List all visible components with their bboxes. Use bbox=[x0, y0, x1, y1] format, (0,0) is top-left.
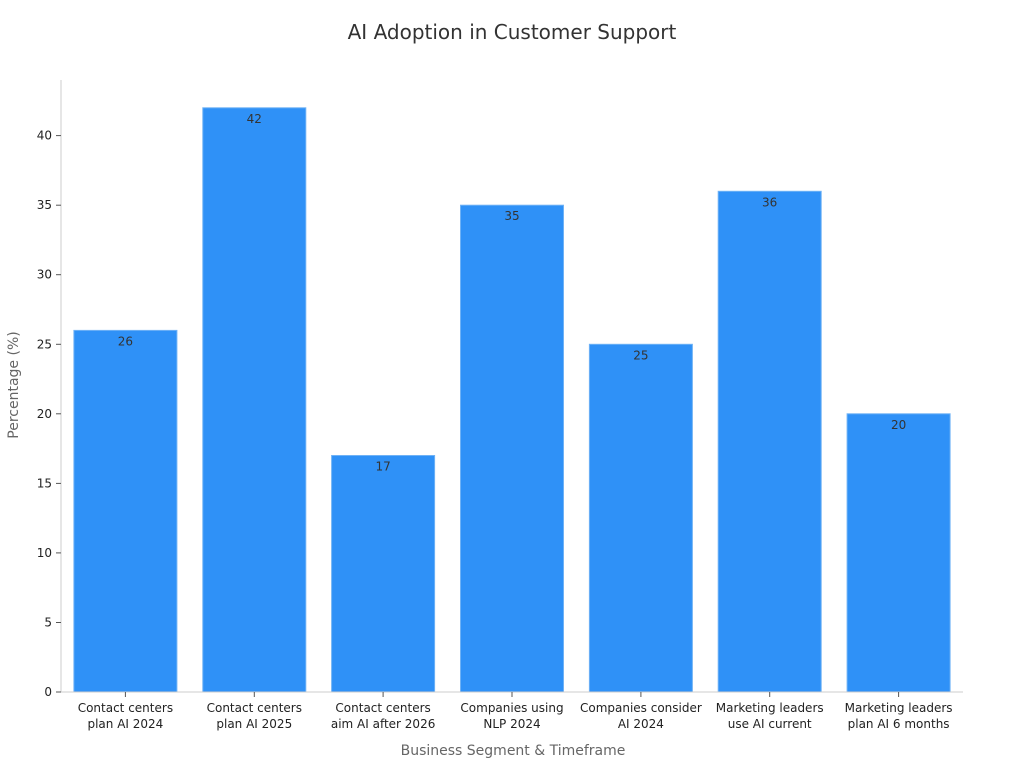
bar-value-label-1: 26 bbox=[118, 334, 133, 348]
x-axis-label: Business Segment & Timeframe bbox=[401, 743, 626, 759]
bar-5 bbox=[588, 343, 693, 693]
y-tick-label-0: 0 bbox=[44, 685, 52, 699]
chart-title: AI Adoption in Customer Support bbox=[347, 20, 677, 44]
y-tick-label-10: 10 bbox=[37, 546, 52, 560]
y-tick-label-35: 35 bbox=[37, 198, 52, 212]
y-tick-label-30: 30 bbox=[37, 268, 52, 282]
x-tick-label-4: Companies using NLP 2024 bbox=[460, 701, 563, 731]
bar-value-label-7: 20 bbox=[891, 418, 906, 432]
x-tick-label-7: Marketing leaders plan AI 6 months bbox=[845, 701, 953, 731]
x-tick-label-2: Contact centers plan AI 2025 bbox=[207, 701, 302, 731]
bar-4 bbox=[460, 204, 564, 693]
bars-layer bbox=[73, 107, 951, 693]
bar-3 bbox=[331, 455, 436, 693]
y-axis-label: Percentage (%) bbox=[6, 331, 22, 438]
y-tick-label-25: 25 bbox=[37, 337, 52, 351]
bar-value-label-5: 25 bbox=[633, 348, 648, 362]
bar-1 bbox=[73, 329, 178, 693]
y-ticks-layer: 0 5 10 15 20 25 30 35 40 bbox=[37, 129, 61, 699]
y-tick-label-20: 20 bbox=[37, 407, 52, 421]
bar-value-label-6: 36 bbox=[762, 195, 777, 209]
x-tick-label-6: Marketing leaders use AI current bbox=[716, 701, 824, 731]
bar-2 bbox=[202, 107, 307, 693]
y-tick-label-40: 40 bbox=[37, 129, 52, 143]
bar-value-label-2: 42 bbox=[247, 112, 262, 126]
x-ticks-layer: Contact centers plan AI 2024 Contact cente… bbox=[78, 692, 953, 731]
bar-value-label-3: 17 bbox=[375, 460, 390, 474]
value-labels-layer: 26 42 17 35 25 36 20 bbox=[118, 112, 906, 474]
bar-6 bbox=[717, 190, 822, 693]
y-tick-label-5: 5 bbox=[44, 616, 52, 630]
y-tick-label-15: 15 bbox=[37, 476, 52, 490]
bar-value-label-4: 35 bbox=[504, 209, 519, 223]
bar-7 bbox=[846, 413, 951, 693]
x-tick-label-3: Contact centers aim AI after 2026 bbox=[331, 701, 436, 731]
x-tick-label-5: Companies consider AI 2024 bbox=[580, 701, 702, 731]
x-tick-label-1: Contact centers plan AI 2024 bbox=[78, 701, 173, 731]
